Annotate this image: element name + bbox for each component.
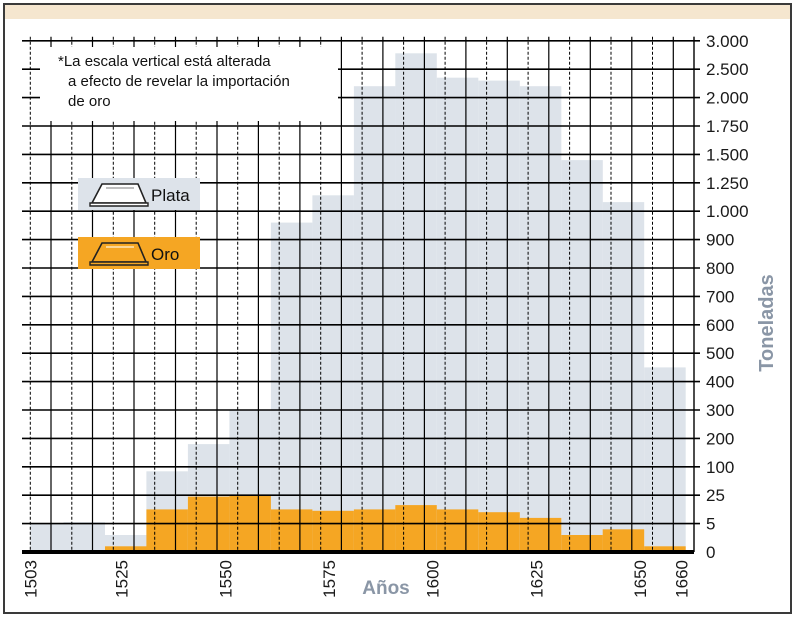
oro-bar-1531-1540	[146, 509, 188, 552]
x-tick-label: 1600	[424, 560, 443, 598]
y-tick-label: 800	[706, 259, 734, 278]
note-line-1: *La escala vertical está alterada	[58, 53, 271, 70]
x-tick-label: 1575	[320, 560, 339, 598]
legend: Plata Oro	[78, 178, 200, 269]
y-tick-label: 700	[706, 287, 734, 306]
plata-bar-1511-1520	[63, 522, 105, 552]
scale-note: *La escala vertical está alterada a efec…	[40, 47, 338, 121]
plata-bar-1601-1610	[436, 77, 479, 552]
plata-bar-1641-1650	[602, 202, 645, 552]
y-tick-label: 1.250	[706, 174, 749, 193]
y-tick-label: 1.500	[706, 145, 749, 164]
x-axis-ticks: 1503 1525 1550 1575 1600 1625 1650 1660	[21, 560, 691, 598]
legend-oro: Oro	[78, 237, 200, 269]
legend-plata: Plata	[78, 178, 200, 210]
plata-bar-1591-1600	[395, 53, 437, 553]
x-tick-label: 1625	[527, 560, 546, 598]
y-tick-label: 0	[706, 543, 715, 562]
legend-oro-label: Oro	[151, 245, 179, 264]
y-tick-label: 300	[706, 401, 734, 420]
y-tick-label: 400	[706, 373, 734, 392]
x-tick-label: 1503	[21, 560, 40, 598]
plata-bar-1621-1630	[519, 86, 562, 552]
y-axis-label: Toneladas	[756, 274, 778, 371]
series-plata	[30, 53, 686, 553]
y-axis-ticks: 0 5 25 100 200 300 400 500 600 700 800 900 1.000 1.25…	[706, 32, 749, 562]
y-tick-label: 2.500	[706, 60, 749, 79]
y-tick-label: 1.750	[706, 117, 749, 136]
oro-bar-1561-1570	[270, 509, 313, 552]
x-tick-label: 1650	[631, 560, 650, 598]
note-box	[40, 47, 338, 121]
x-tick-label: 1550	[216, 560, 235, 598]
y-tick-label: 100	[706, 458, 734, 477]
plata-bar-1651-1660	[644, 367, 686, 552]
oro-bar-1521-1530	[105, 546, 147, 552]
x-tick-label: 1525	[113, 560, 132, 598]
note-line-2: a efecto de revelar la importación	[68, 73, 290, 90]
oro-bar-1611-1620	[478, 512, 520, 552]
y-tick-label: 500	[706, 344, 734, 363]
x-axis-label: Años	[362, 578, 410, 599]
y-tick-label: 25	[706, 486, 725, 505]
y-tick-label: 200	[706, 429, 734, 448]
oro-bar-1601-1610	[436, 509, 479, 552]
plata-bar-1631-1640	[561, 160, 603, 552]
gold-ingot-icon	[89, 242, 149, 266]
plata-bar-1561-1570	[270, 222, 313, 552]
y-tick-label: 900	[706, 231, 734, 250]
oro-bar-1631-1640	[561, 535, 603, 552]
oro-bar-1641-1650	[602, 529, 645, 552]
y-tick-label: 2.000	[706, 89, 749, 108]
plata-bar-1571-1580	[312, 195, 354, 553]
plata-bar-1611-1620	[478, 80, 520, 552]
legend-plata-label: Plata	[151, 186, 190, 205]
oro-bar-1581-1590	[353, 509, 396, 552]
x-tick-label: 1660	[673, 560, 692, 598]
plata-bar-1581-1590	[353, 86, 396, 552]
oro-bar-1591-1600	[395, 505, 437, 552]
header-strip	[5, 5, 790, 19]
plata-bar-1503-1510	[30, 523, 64, 552]
note-line-3: de oro	[68, 93, 111, 110]
y-tick-label: 1.000	[706, 202, 749, 221]
silver-ingot-icon	[89, 183, 149, 207]
oro-bar-1571-1580	[312, 510, 354, 552]
grid	[22, 36, 700, 552]
y-tick-label: 3.000	[706, 32, 749, 51]
oro-bar-1651-1660	[644, 546, 686, 552]
y-tick-label: 5	[706, 515, 715, 534]
y-tick-label: 600	[706, 316, 734, 335]
